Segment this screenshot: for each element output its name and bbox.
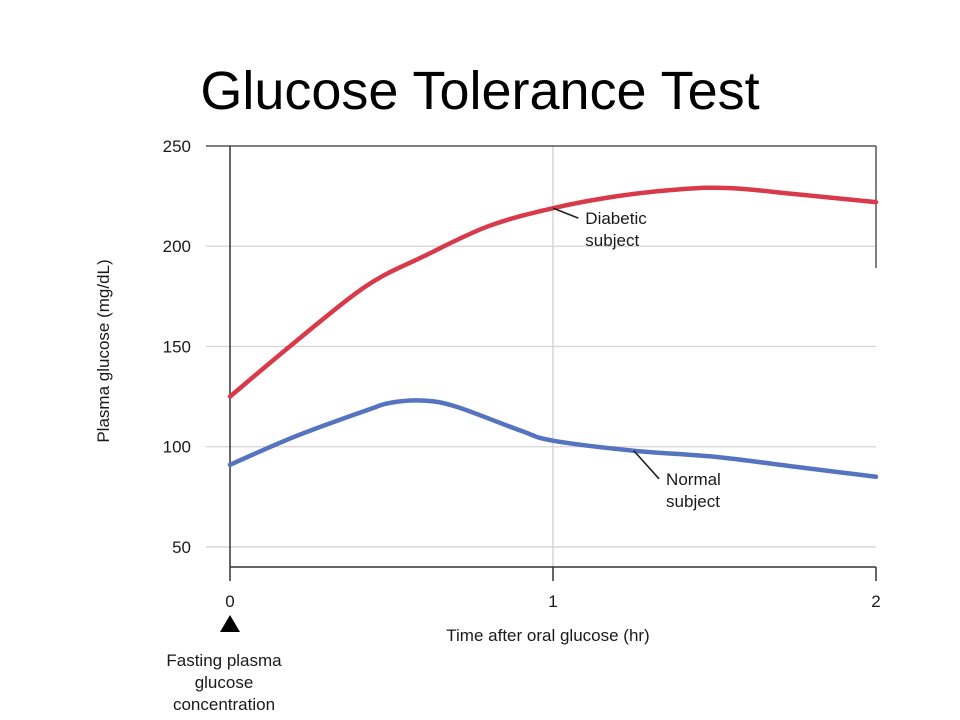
y-tick-label: 200 xyxy=(163,237,191,256)
axis-labels: 50 100 150 200 250 0 1 2 Time after oral glucose… xyxy=(94,137,881,645)
series-line-normal-subject xyxy=(227,398,879,480)
grid xyxy=(206,146,876,567)
fasting-marker-label: glucose xyxy=(195,673,254,692)
annotation-leader-diabetic xyxy=(552,207,579,219)
annotation-label-normal: subject xyxy=(666,492,720,511)
y-tick-label: 150 xyxy=(163,337,191,356)
annotation-leader-normal xyxy=(633,450,660,480)
fasting-marker-icon xyxy=(220,615,240,632)
plot-frame xyxy=(206,145,877,581)
y-axis-label: Plasma glucose (mg/dL) xyxy=(94,259,113,442)
fasting-marker-label: concentration xyxy=(173,695,275,714)
annotations: Diabetic subject Normal subject Fasting plas… xyxy=(166,207,721,714)
x-tick-label: 1 xyxy=(548,592,557,611)
y-tick-label: 50 xyxy=(172,538,191,557)
x-tick-label: 0 xyxy=(225,592,234,611)
y-tick-label: 100 xyxy=(163,438,191,457)
x-axis-label: Time after oral glucose (hr) xyxy=(446,626,649,645)
y-tick-label: 250 xyxy=(163,137,191,156)
annotation-label-diabetic: Diabetic xyxy=(585,209,647,228)
annotation-label-normal: Normal xyxy=(666,470,721,489)
x-tick-label: 2 xyxy=(871,592,880,611)
annotation-label-diabetic: subject xyxy=(585,231,639,250)
fasting-marker-label: Fasting plasma xyxy=(166,651,282,670)
series-line-diabetic-subject xyxy=(227,185,879,399)
series-lines xyxy=(227,185,879,480)
slide-title: Glucose Tolerance Test xyxy=(200,61,760,121)
